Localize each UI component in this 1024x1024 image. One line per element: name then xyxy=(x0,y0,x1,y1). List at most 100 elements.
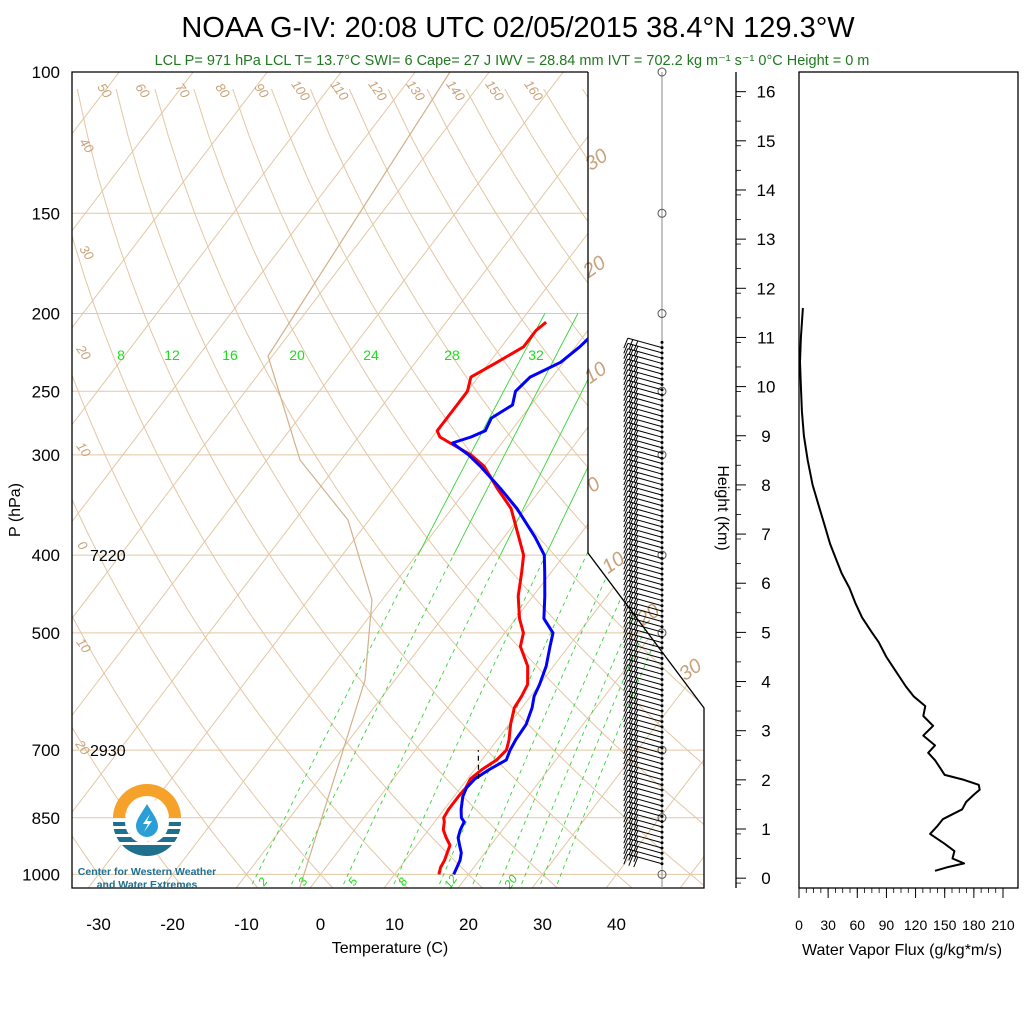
barb-feather xyxy=(628,513,634,524)
barb-shaft xyxy=(627,769,663,780)
barb-feather xyxy=(633,356,639,367)
barb-feather xyxy=(623,638,629,649)
barb-feather xyxy=(628,650,634,661)
barb-feather xyxy=(623,764,629,775)
dry-adiabat-label: 20 xyxy=(73,341,95,363)
barb-shaft xyxy=(627,474,663,486)
barb-feather xyxy=(623,632,629,644)
isotherm-line xyxy=(72,72,578,888)
barb-feather xyxy=(633,435,639,446)
barb-shaft xyxy=(627,853,663,865)
barb-shaft xyxy=(627,511,663,522)
barb-feather xyxy=(628,755,634,766)
barb-feather xyxy=(628,718,634,729)
barb-feather xyxy=(633,851,639,863)
barb-feather xyxy=(628,381,634,392)
barb-feather xyxy=(628,376,634,387)
barb-feather xyxy=(633,846,639,857)
barb-feather xyxy=(633,762,639,773)
skewt-border xyxy=(71,71,705,889)
flux-tick-label: 150 xyxy=(933,917,957,933)
barb-feather xyxy=(623,801,629,812)
barb-shaft xyxy=(627,680,663,691)
height-tick-label: 7 xyxy=(761,525,770,544)
barb-feather xyxy=(623,511,629,523)
mixing-ratio-line xyxy=(639,313,704,556)
barb-feather xyxy=(628,823,634,835)
barb-feather xyxy=(623,501,629,512)
barb-feather xyxy=(623,585,629,596)
temperature-line xyxy=(435,321,548,875)
barb-feather xyxy=(628,765,634,777)
barb-shaft xyxy=(627,616,663,628)
flux-profile xyxy=(799,307,981,872)
barb-feather xyxy=(623,532,629,544)
barb-shaft xyxy=(627,600,663,612)
dry-adiabat-label: 10 xyxy=(73,635,94,656)
barb-feather xyxy=(633,830,639,841)
barb-shaft xyxy=(627,574,663,586)
barb-feather xyxy=(633,709,639,720)
barb-feather xyxy=(633,446,639,457)
barb-feather xyxy=(623,395,629,407)
barb-shaft xyxy=(627,432,663,443)
barb-feather xyxy=(628,339,634,350)
barb-feather xyxy=(628,818,634,830)
barb-shaft xyxy=(627,506,663,517)
mixing-ratio-line xyxy=(690,313,704,556)
barb-shaft xyxy=(627,527,663,538)
isotherm-label: 30 xyxy=(581,145,612,176)
mixing-ratio-label: 28 xyxy=(444,347,460,363)
height-tick-label: 10 xyxy=(757,378,776,397)
barb-shaft xyxy=(627,437,663,449)
mixing-ratio-label: 8 xyxy=(117,347,125,363)
mixing-ratio-line xyxy=(553,554,692,888)
dry-adiabat-line xyxy=(387,88,704,888)
barb-feather xyxy=(628,644,634,656)
isotherm-line xyxy=(159,72,704,888)
barb-feather xyxy=(633,535,639,546)
wind-barbs xyxy=(623,67,667,888)
barb-feather xyxy=(623,364,629,375)
barb-feather xyxy=(633,646,639,657)
barb-feather xyxy=(623,790,629,802)
barb-feather xyxy=(628,539,634,550)
barb-shaft xyxy=(627,801,663,812)
barb-feather xyxy=(623,569,629,581)
barb-shaft xyxy=(627,537,663,549)
dry-adiabat-line xyxy=(348,88,704,888)
barb-shaft xyxy=(627,558,663,570)
barb-feather xyxy=(633,488,639,499)
barb-feather xyxy=(623,401,629,412)
x-tick-label: -30 xyxy=(86,915,111,934)
flux-tick-label: 60 xyxy=(849,917,865,933)
barb-feather xyxy=(633,777,639,789)
barb-shaft xyxy=(627,606,663,617)
flux-tick-label: 0 xyxy=(795,917,803,933)
barb-feather xyxy=(628,771,634,782)
barb-feather xyxy=(633,498,639,510)
barb-feather xyxy=(623,590,629,602)
barb-feather xyxy=(623,474,629,486)
isotherm-line xyxy=(72,72,208,888)
barb-feather xyxy=(633,567,639,578)
barb-feather xyxy=(633,825,639,836)
barb-feather xyxy=(633,698,639,710)
barb-feather xyxy=(623,722,629,733)
barb-feather xyxy=(623,827,629,839)
barb-feather xyxy=(623,769,629,781)
barb-feather xyxy=(623,685,629,696)
barb-feather xyxy=(623,353,629,365)
dry-adiabat-line xyxy=(154,88,704,888)
barb-feather xyxy=(628,602,634,614)
barb-shaft xyxy=(627,832,663,844)
barb-feather xyxy=(628,750,634,761)
barb-feather xyxy=(628,486,634,498)
mixing-ratio-line xyxy=(469,554,617,888)
calm-circle xyxy=(657,309,667,319)
barb-feather xyxy=(633,767,639,778)
isotherm-label: 30 xyxy=(675,655,706,686)
barb-feather xyxy=(628,534,634,545)
barb-feather xyxy=(623,659,629,670)
